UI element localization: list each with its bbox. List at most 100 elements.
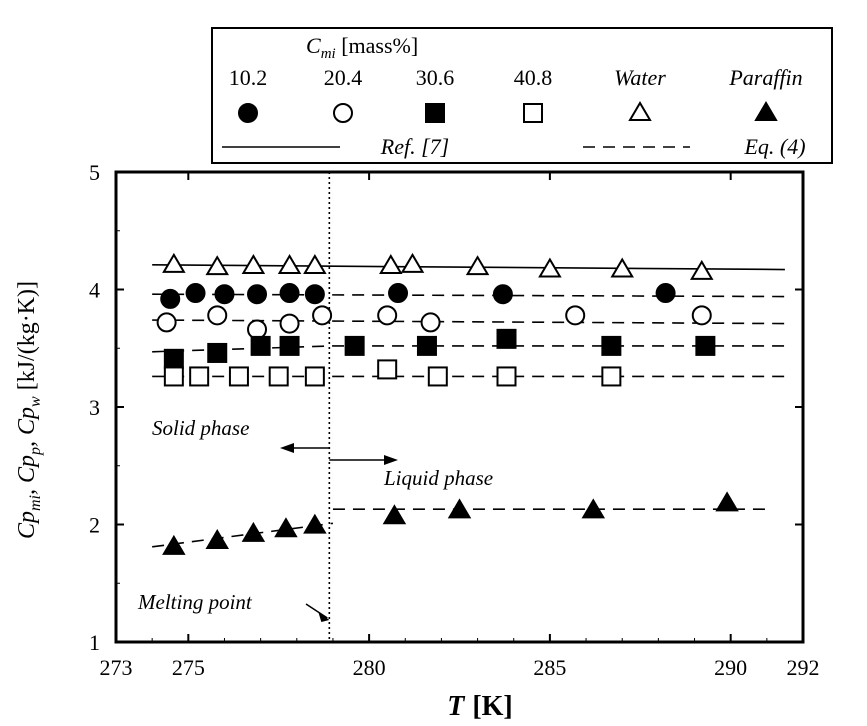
data-point xyxy=(304,366,325,387)
legend-title-rest: [mass%] xyxy=(336,33,418,58)
data-point xyxy=(581,498,606,519)
data-point xyxy=(715,491,739,512)
x-axis-unit: [K] xyxy=(472,691,512,722)
melting-point-arrowhead xyxy=(318,612,330,622)
data-point xyxy=(162,534,186,555)
x-tick-label: 280 xyxy=(353,655,386,680)
melting-point-pointer xyxy=(305,603,328,619)
data-point xyxy=(538,257,562,278)
data-point xyxy=(274,517,298,538)
x-tick-label: 273 xyxy=(100,655,133,680)
solid-phase-label: Solid phase xyxy=(152,416,249,440)
data-points xyxy=(156,252,739,555)
x-tick-label: 290 xyxy=(714,655,747,680)
data-point xyxy=(303,254,327,274)
data-point xyxy=(377,305,398,326)
data-point xyxy=(382,504,407,525)
data-point xyxy=(610,257,634,278)
data-point xyxy=(447,498,472,519)
legend-marker xyxy=(425,103,445,123)
legend: Cmi [mass%] 10.2 20.4 30.6 40.8 Water Paraffi… xyxy=(211,27,833,164)
legend-label: 40.8 xyxy=(514,65,553,90)
x-axis-label: T [K] xyxy=(447,691,513,722)
data-point xyxy=(496,328,517,349)
data-point xyxy=(185,283,206,304)
data-point xyxy=(268,366,289,387)
y-tick-label: 4 xyxy=(89,278,100,303)
legend-marker xyxy=(628,101,652,121)
y-label-cp-p: , Cp xyxy=(14,455,40,495)
fit-lines xyxy=(152,172,785,642)
data-point xyxy=(207,342,228,363)
data-point xyxy=(279,283,300,304)
data-point xyxy=(427,366,448,387)
melting-point-label: Melting point xyxy=(137,590,253,614)
data-point xyxy=(695,335,716,356)
data-point xyxy=(279,313,300,334)
data-point xyxy=(205,528,229,549)
data-point xyxy=(228,366,249,387)
y-label-cp-mi: Cp xyxy=(14,511,40,539)
liquid-phase-arrowhead xyxy=(384,455,398,465)
data-point xyxy=(416,335,437,356)
equation-line xyxy=(152,522,334,548)
legend-title-symbol: C xyxy=(306,33,321,58)
data-point xyxy=(163,348,184,369)
data-point xyxy=(156,312,177,333)
x-tick-label: 275 xyxy=(172,655,205,680)
data-point xyxy=(690,259,714,280)
y-label-sub-mi: mi xyxy=(27,495,44,511)
data-point xyxy=(277,254,302,274)
data-point xyxy=(160,288,181,309)
data-point xyxy=(465,255,490,276)
data-point xyxy=(691,305,712,326)
y-label-sub-w: w xyxy=(27,396,44,407)
data-point xyxy=(304,284,325,305)
y-tick-label: 3 xyxy=(89,395,100,420)
data-point xyxy=(565,305,586,326)
y-tick-label: 5 xyxy=(89,160,100,185)
legend-frame xyxy=(211,27,833,164)
x-tick-label: 285 xyxy=(533,655,566,680)
data-point xyxy=(163,366,184,387)
legend-label: Water xyxy=(614,65,666,90)
data-point xyxy=(655,283,676,304)
data-point xyxy=(189,366,210,387)
data-point xyxy=(344,335,365,356)
liquid-phase-label: Liquid phase xyxy=(383,466,493,490)
equation-line xyxy=(152,319,785,325)
data-point xyxy=(279,335,300,356)
legend-label: 30.6 xyxy=(416,65,455,90)
x-axis-symbol: T xyxy=(447,691,466,722)
data-point xyxy=(492,284,513,305)
legend-title: Cmi [mass%] xyxy=(306,33,418,62)
legend-marker xyxy=(333,103,353,123)
legend-marker xyxy=(523,103,543,123)
data-point xyxy=(601,335,622,356)
axis-ticks: 273 275 280 285 290 292 1 2 3 4 5 xyxy=(89,160,820,680)
legend-entries: 10.2 20.4 30.6 40.8 Water Paraffin xyxy=(229,65,803,123)
data-point xyxy=(388,283,409,304)
data-point xyxy=(377,359,398,380)
data-point xyxy=(400,252,425,273)
data-point xyxy=(214,284,235,305)
legend-marker xyxy=(238,103,258,123)
data-point xyxy=(162,252,186,273)
legend-line-label: Ref. [7] xyxy=(380,134,449,159)
data-point xyxy=(496,366,517,387)
y-label-sub-p: p xyxy=(27,447,44,456)
data-point xyxy=(241,521,266,542)
legend-title-subscript: mi xyxy=(321,46,336,62)
plot-frame xyxy=(114,170,805,644)
y-tick-label: 2 xyxy=(89,513,100,538)
data-point xyxy=(420,312,441,333)
legend-label: Paraffin xyxy=(728,65,802,90)
data-point xyxy=(241,254,266,274)
legend-line-label: Eq. (4) xyxy=(743,134,805,159)
y-label-unit: [kJ/(kg·K)] xyxy=(14,281,40,396)
data-point xyxy=(379,254,403,274)
legend-label: 10.2 xyxy=(229,65,268,90)
data-point xyxy=(207,305,228,326)
y-axis-label: Cpmi, Cpp, Cpw [kJ/(kg·K)] xyxy=(14,281,44,539)
